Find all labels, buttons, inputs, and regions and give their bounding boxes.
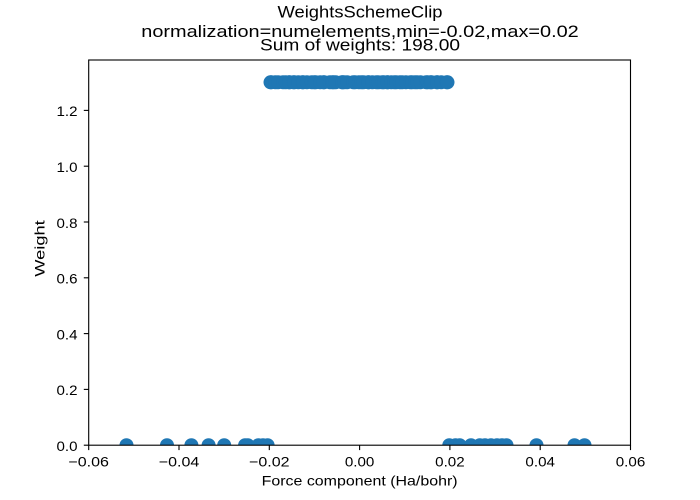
svg-text:0.8: 0.8 [57,215,78,231]
svg-text:−0.04: −0.04 [159,453,200,469]
svg-text:0.4: 0.4 [57,326,78,342]
svg-text:Force component (Ha/bohr): Force component (Ha/bohr) [262,473,458,489]
svg-text:0.02: 0.02 [435,453,465,469]
svg-text:1.2: 1.2 [57,103,78,119]
svg-text:−0.02: −0.02 [249,453,290,469]
svg-text:Sum of weights: 198.00: Sum of weights: 198.00 [260,36,460,55]
svg-text:0.0: 0.0 [57,438,78,454]
svg-text:0.00: 0.00 [345,453,375,469]
svg-text:0.6: 0.6 [57,271,78,287]
svg-text:1.0: 1.0 [57,159,78,175]
svg-text:WeightsSchemeClip: WeightsSchemeClip [278,2,443,21]
svg-text:0.04: 0.04 [525,453,555,469]
svg-text:Weight: Weight [32,220,48,277]
svg-text:−0.06: −0.06 [68,453,109,469]
svg-text:0.2: 0.2 [57,382,78,398]
svg-text:normalization=numelements,min=: normalization=numelements,min=-0.02,max=… [141,22,579,41]
svg-text:0.06: 0.06 [616,453,646,469]
